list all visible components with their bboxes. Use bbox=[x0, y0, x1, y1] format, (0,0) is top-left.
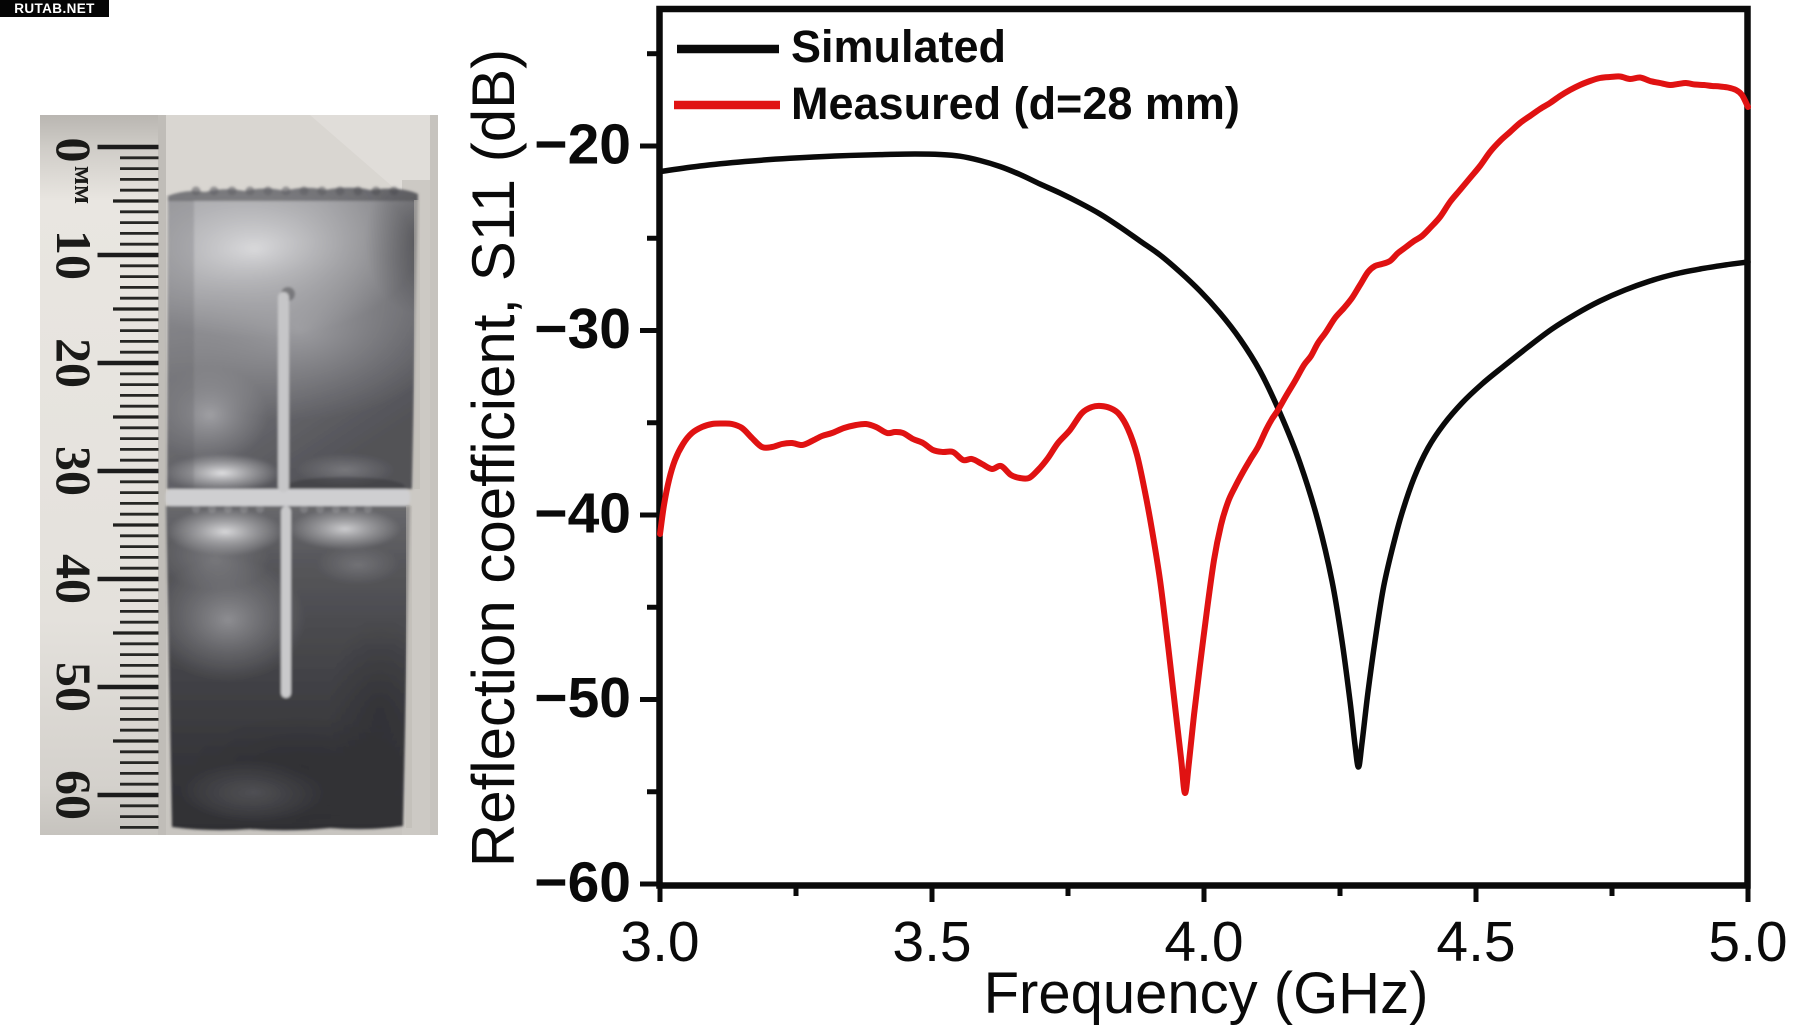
svg-text:30: 30 bbox=[46, 446, 102, 496]
svg-text:4.5: 4.5 bbox=[1436, 910, 1515, 974]
svg-text:50: 50 bbox=[46, 662, 102, 712]
svg-text:4.0: 4.0 bbox=[1164, 910, 1243, 974]
svg-text:−60: −60 bbox=[534, 851, 631, 915]
svg-text:10: 10 bbox=[46, 230, 102, 280]
svg-text:3.0: 3.0 bbox=[620, 910, 699, 974]
svg-text:5.0: 5.0 bbox=[1708, 910, 1787, 974]
svg-text:0: 0 bbox=[46, 138, 102, 163]
svg-text:−30: −30 bbox=[534, 297, 631, 361]
svg-text:20: 20 bbox=[46, 338, 102, 388]
svg-text:Reflection coefficient, S11 (d: Reflection coefficient, S11 (dB) bbox=[460, 49, 527, 867]
svg-text:Simulated: Simulated bbox=[791, 21, 1006, 72]
svg-text:−40: −40 bbox=[534, 482, 631, 546]
svg-text:−50: −50 bbox=[534, 666, 631, 730]
svg-text:мм: мм bbox=[68, 166, 99, 204]
svg-text:Frequency (GHz): Frequency (GHz) bbox=[984, 961, 1429, 1026]
svg-text:40: 40 bbox=[46, 554, 102, 604]
svg-text:60: 60 bbox=[46, 770, 102, 820]
svg-text:3.5: 3.5 bbox=[892, 910, 971, 974]
svg-text:Measured (d=28 mm): Measured (d=28 mm) bbox=[791, 78, 1240, 129]
svg-text:−20: −20 bbox=[534, 113, 631, 177]
